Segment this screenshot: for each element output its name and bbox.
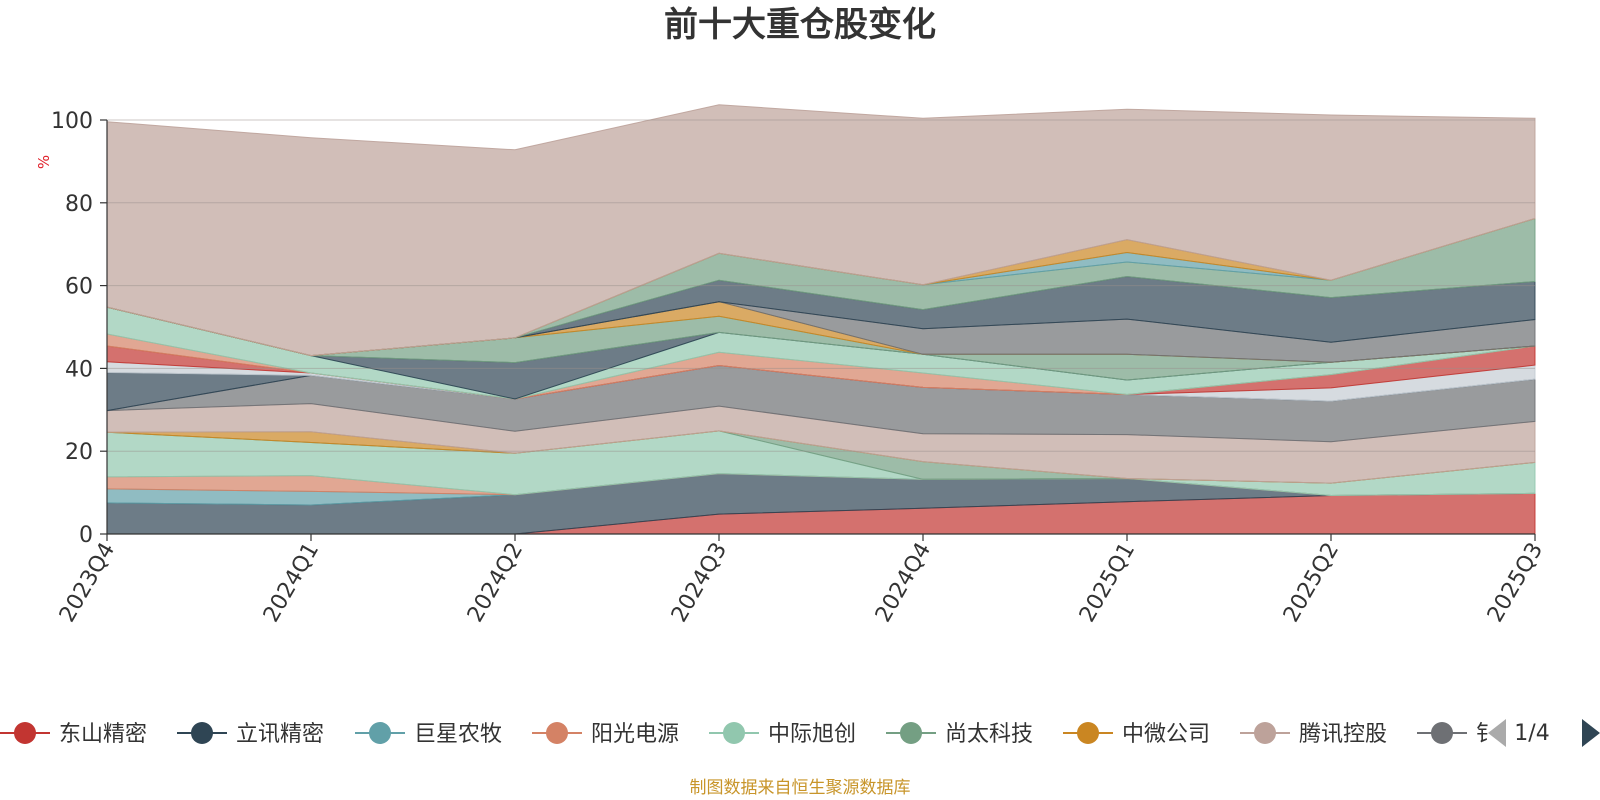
- legend-marker-icon: [900, 722, 922, 744]
- legend-label: 腾讯控股: [1299, 722, 1387, 747]
- y-tick-label-2: 40: [65, 357, 93, 382]
- legend-item-7[interactable]: 中微公司: [1063, 722, 1210, 747]
- legend-item-8[interactable]: 腾讯控股: [1240, 722, 1387, 747]
- y-tick-label-3: 60: [65, 275, 93, 300]
- x-tick-label-6: 2025Q2: [1279, 539, 1344, 627]
- x-tick-label-1: 2024Q1: [259, 539, 324, 627]
- legend-label: 尚太科技: [945, 722, 1033, 747]
- x-tick-label-7: 2025Q3: [1483, 539, 1548, 627]
- y-tick-label-0: 0: [79, 523, 93, 548]
- legend-label: 立讯精密: [236, 722, 324, 747]
- legend-label: 钅: [1476, 722, 1498, 747]
- legend-item-5[interactable]: 中际旭创: [709, 722, 856, 747]
- y-tick-label-4: 80: [65, 192, 93, 217]
- area-series-group: [106, 104, 1536, 535]
- legend-pager: 1/4: [1488, 719, 1600, 747]
- x-tick-label-3: 2024Q3: [667, 539, 732, 627]
- grid-lines: [107, 119, 1535, 452]
- legend-item-9[interactable]: 钅: [1417, 722, 1498, 747]
- x-tick-label-5: 2025Q1: [1075, 539, 1140, 627]
- legend-marker-icon: [191, 722, 213, 744]
- legend-item-3[interactable]: 巨星农牧: [355, 722, 502, 747]
- legend-label: 中微公司: [1122, 722, 1210, 747]
- legend-label: 阳光电源: [591, 722, 679, 747]
- legend-marker-icon: [546, 722, 568, 744]
- x-tick-label-4: 2024Q4: [871, 539, 936, 627]
- legend-item-1[interactable]: 东山精密: [0, 722, 147, 747]
- legend-item-4[interactable]: 阳光电源: [532, 722, 679, 747]
- legend-item-2[interactable]: 立讯精密: [177, 722, 324, 747]
- legend-marker-icon: [723, 722, 745, 744]
- legend-marker-icon: [14, 722, 36, 744]
- legend-label: 巨星农牧: [414, 722, 502, 747]
- legend-marker-icon: [1077, 722, 1099, 744]
- x-tick-label-2: 2024Q2: [463, 539, 528, 627]
- legend-item-6[interactable]: 尚太科技: [886, 722, 1033, 747]
- y-axis-label: %: [35, 155, 53, 169]
- legend-label: 东山精密: [59, 722, 147, 747]
- legend-next-icon[interactable]: [1582, 719, 1600, 747]
- y-tick-label-1: 20: [65, 440, 93, 465]
- legend-marker-icon: [1254, 722, 1276, 744]
- x-tick-label-0: 2023Q4: [55, 539, 120, 627]
- legend-marker-icon: [1431, 722, 1453, 744]
- legend-page-indicator: 1/4: [1514, 721, 1549, 746]
- legend-label: 中际旭创: [768, 722, 856, 747]
- y-tick-label-5: 100: [51, 109, 93, 134]
- data-source-note: 制图数据来自恒生聚源数据库: [690, 778, 911, 798]
- legend: 东山精密 立讯精密 巨星农牧 阳光电源 中际旭创 尚太科技 中微公司 腾讯控股 钅: [0, 722, 1498, 747]
- chart-title: 前十大重仓股变化: [664, 5, 936, 45]
- legend-prev-icon[interactable]: [1488, 719, 1506, 747]
- legend-marker-icon: [369, 722, 391, 744]
